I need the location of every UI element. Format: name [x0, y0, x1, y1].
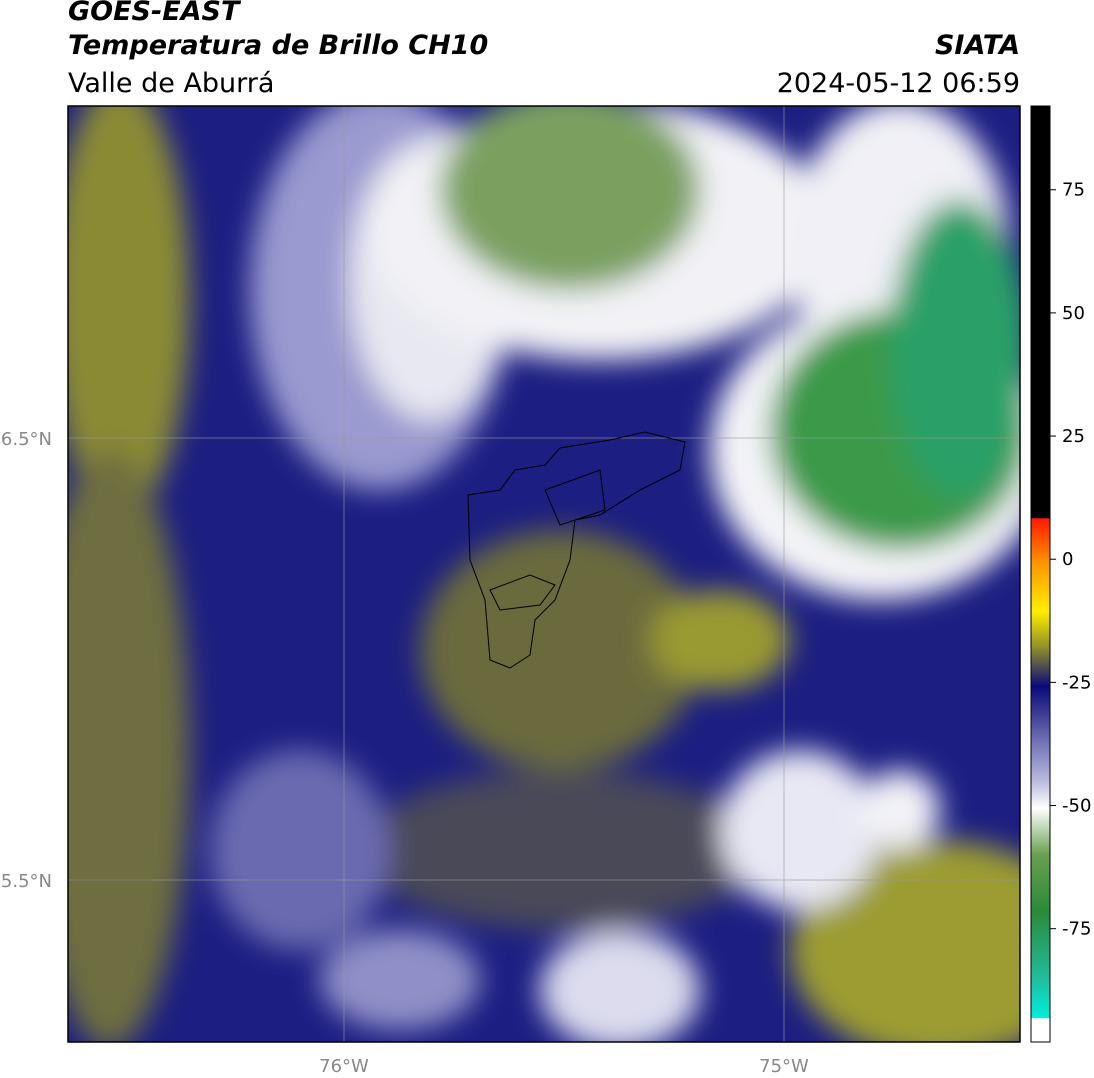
colorbar-tick-label: 25: [1062, 426, 1085, 447]
colorbar-tick-label: -75: [1062, 919, 1091, 940]
lon-label: 75°W: [759, 1056, 809, 1077]
source: SIATA: [935, 30, 1020, 61]
colorbar-tick-label: -50: [1062, 796, 1091, 817]
lon-label: 76°W: [319, 1056, 369, 1077]
colorbar-tick-label: 0: [1062, 549, 1073, 570]
colorbar: [1030, 105, 1051, 1043]
lat-label: 5.5°N: [1, 871, 52, 892]
lat-label: 6.5°N: [1, 429, 52, 450]
region: Valle de Aburrá: [68, 68, 274, 99]
subtitle: Temperatura de Brillo CH10: [68, 30, 488, 61]
title: GOES-EAST: [68, 0, 242, 27]
colorbar-tick-label: 75: [1062, 180, 1085, 201]
map-frame: [67, 105, 1021, 1043]
graticule: [68, 106, 1020, 1042]
colorbar-tick-label: -25: [1062, 672, 1091, 693]
colorbar-tick-label: 50: [1062, 303, 1085, 324]
municipal-boundaries: [467, 431, 686, 669]
datetime: 2024-05-12 06:59: [777, 68, 1020, 99]
map-field: [68, 106, 1020, 1042]
